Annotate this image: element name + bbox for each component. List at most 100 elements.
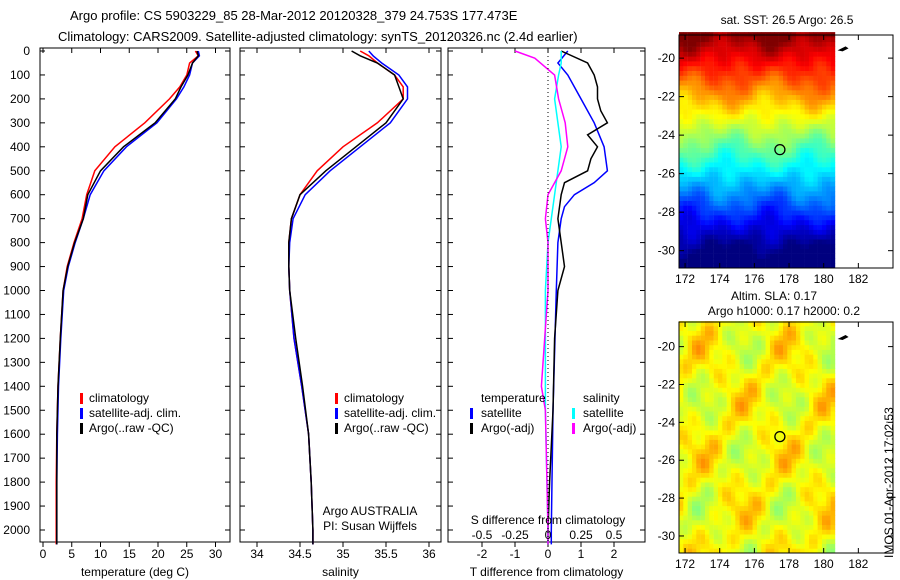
map-cell — [687, 439, 693, 445]
x2-tick-label: 0.25 — [569, 528, 593, 542]
map-cell — [748, 243, 753, 250]
map-cell — [744, 41, 749, 47]
map-cell — [687, 463, 693, 469]
map-cell — [700, 429, 706, 436]
map-cell — [813, 524, 818, 530]
map-cell — [752, 36, 758, 43]
map-cell — [700, 425, 706, 431]
map-cell — [774, 538, 779, 544]
map-cell — [830, 491, 836, 497]
map-cell — [783, 248, 788, 254]
map-cell — [687, 534, 693, 540]
map-cell — [679, 243, 684, 250]
map-cell — [696, 453, 701, 459]
map-cell — [683, 510, 688, 516]
map-cell — [791, 486, 797, 492]
x-tick-label: 0 — [40, 547, 47, 561]
map-cell — [822, 215, 827, 221]
map-cell — [826, 215, 831, 221]
map-cell — [796, 210, 801, 216]
map-cell — [800, 104, 805, 110]
map-cell — [718, 229, 723, 235]
map-cell — [679, 534, 684, 540]
map-cell — [705, 340, 710, 346]
x-tick-label: 25 — [180, 547, 194, 561]
map-cell — [700, 377, 706, 384]
map-cell — [813, 396, 818, 402]
map-cell — [713, 181, 719, 187]
map-cell — [826, 425, 831, 431]
map-cell — [778, 387, 784, 393]
map-cell — [800, 239, 805, 245]
map-cell — [796, 75, 801, 81]
map-cell — [739, 344, 745, 350]
map-cell — [739, 548, 745, 554]
map-cell — [692, 354, 697, 360]
map-cell — [783, 109, 788, 115]
map-cell — [822, 114, 827, 120]
map-cell — [683, 340, 688, 346]
map-cell — [757, 162, 762, 168]
map-cell — [683, 147, 688, 153]
map-cell — [709, 46, 714, 52]
map-cell — [813, 157, 818, 163]
map-cell — [705, 80, 710, 86]
map-cell — [813, 515, 818, 521]
map-cell — [778, 243, 784, 250]
map-cell — [687, 344, 693, 350]
map-cell — [822, 486, 827, 492]
map-cell — [731, 239, 736, 245]
map-cell — [744, 215, 749, 221]
map-cell — [826, 162, 831, 168]
map-cell — [804, 377, 810, 384]
map-cell — [731, 392, 736, 398]
map-cell — [774, 46, 779, 52]
map-cell — [726, 219, 732, 226]
map-cell — [765, 340, 771, 346]
map-cell — [761, 325, 766, 331]
map-cell — [735, 51, 740, 57]
map-cell — [709, 219, 714, 226]
map-cell — [700, 89, 706, 96]
map-cell — [774, 99, 779, 105]
map-cell — [830, 200, 836, 206]
map-cell — [822, 505, 827, 511]
map-cell — [748, 420, 753, 426]
map-cell — [783, 56, 788, 62]
map-cell — [813, 529, 818, 535]
map-cell — [761, 434, 766, 440]
map-cell — [804, 382, 810, 388]
map-cell — [713, 392, 719, 398]
map-cell — [726, 41, 732, 47]
map-cell — [791, 458, 797, 464]
map-cell — [709, 109, 714, 115]
map-cell — [813, 181, 818, 187]
map-cell — [774, 128, 779, 134]
map-cell — [770, 258, 775, 264]
map-cell — [735, 224, 740, 230]
map-cell — [709, 330, 714, 336]
map-cell — [778, 543, 784, 549]
island-icon — [837, 335, 849, 341]
y-tick-label: 1400 — [3, 379, 30, 393]
map-cell — [804, 458, 810, 464]
map-cell — [783, 496, 788, 502]
map-cell — [713, 325, 719, 331]
map-cell — [726, 434, 732, 440]
map-cell — [718, 429, 723, 436]
map-cell — [826, 200, 831, 206]
map-cell — [718, 415, 723, 421]
map-cell — [683, 396, 688, 402]
map-cell — [770, 344, 775, 350]
map-cell — [726, 325, 732, 331]
map-cell — [748, 429, 753, 436]
map-cell — [804, 263, 810, 269]
map-cell — [744, 411, 749, 417]
map-cell — [830, 46, 836, 52]
map-cell — [826, 491, 831, 497]
map-cell — [718, 215, 723, 221]
map-cell — [778, 415, 784, 421]
map-cell — [787, 377, 792, 384]
map-cell — [783, 401, 788, 407]
map-cell — [817, 354, 823, 360]
